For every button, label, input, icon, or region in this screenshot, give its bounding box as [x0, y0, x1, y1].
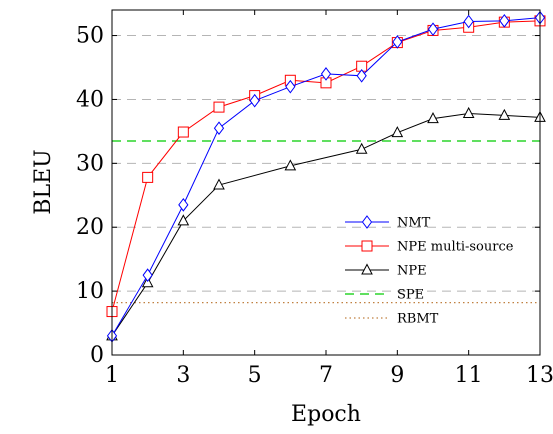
y-axis-title: BLEU: [31, 149, 56, 214]
point-npe-12: [498, 108, 511, 120]
y-tick-label-30: 30: [76, 151, 104, 176]
y-tick-label-40: 40: [76, 87, 104, 112]
series-npe-multi-source: [106, 15, 546, 318]
legend-marker-npe-multi-source: [361, 240, 373, 252]
point-nmt-7: [320, 67, 332, 81]
legend-label-rbmt: RBMT: [397, 312, 439, 327]
gridlines: [112, 35, 540, 292]
x-tick-label-7: 7: [319, 363, 333, 388]
series-npe: [106, 106, 546, 341]
y-tick-label-10: 10: [76, 279, 104, 304]
point-npe-9: [391, 126, 404, 138]
point-nmt-5: [249, 93, 260, 108]
point-npe-11: [462, 106, 475, 118]
point-nmt-6: [285, 79, 296, 94]
point-nmt-2: [142, 268, 153, 282]
legend: NMT NPE multi-source NPE SPE RBMT: [345, 215, 514, 327]
legend-item-npe: NPE: [345, 263, 427, 279]
legend-marker-nmt: [361, 215, 373, 229]
legend-marker-npe: [361, 263, 373, 275]
point-npe-8: [355, 142, 368, 154]
point-nmt-12: [499, 14, 510, 28]
legend-label-npe-multi-source: NPE multi-source: [397, 240, 514, 255]
legend-item-nmt: NMT: [345, 215, 431, 231]
point-npe-10: [427, 112, 439, 124]
point-nmt-8: [356, 68, 367, 83]
legend-label-npe: NPE: [397, 264, 427, 279]
x-tick-label-1: 1: [105, 363, 119, 388]
legend-item-rbmt: RBMT: [345, 312, 439, 327]
x-tick-label-13: 13: [526, 363, 553, 388]
point-nmt-11: [463, 14, 474, 29]
point-npe-3: [177, 214, 190, 226]
point-npe-4: [213, 178, 225, 190]
point-npe-multi-source-2: [142, 171, 154, 183]
legend-item-spe: SPE: [345, 288, 424, 303]
y-tick-label-0: 0: [90, 343, 104, 368]
x-tick-label-9: 9: [390, 363, 404, 388]
x-tick-label-11: 11: [455, 363, 483, 388]
y-tick-label-50: 50: [76, 24, 104, 49]
legend-label-nmt: NMT: [397, 216, 431, 231]
x-tick-label-3: 3: [176, 363, 190, 388]
point-npe-multi-source-3: [177, 126, 189, 138]
point-nmt-4: [213, 121, 225, 136]
x-tick-label-5: 5: [248, 363, 262, 388]
point-npe-2: [141, 276, 154, 288]
series-line-nmt: [111, 17, 541, 337]
series-line-npe-multi-source: [111, 20, 541, 312]
point-nmt-10: [427, 22, 439, 37]
point-npe-multi-source-4: [213, 101, 225, 113]
x-axis-title: Epoch: [291, 402, 361, 427]
point-nmt-3: [178, 198, 189, 212]
y-tick-label-20: 20: [76, 215, 104, 240]
y-axis-ticks: 0 10 20 30 40 50: [76, 24, 540, 368]
data-series: [106, 10, 546, 343]
plot-frame: [111, 9, 541, 356]
point-npe-6: [284, 159, 297, 171]
reference-lines: [112, 140, 540, 304]
x-axis-ticks: 1 3 5 7 9 11 13: [105, 10, 553, 388]
point-nmt-9: [392, 35, 403, 49]
legend-label-spe: SPE: [397, 288, 424, 303]
legend-item-npe-multi-source: NPE multi-source: [345, 240, 514, 255]
series-nmt: [106, 10, 546, 343]
